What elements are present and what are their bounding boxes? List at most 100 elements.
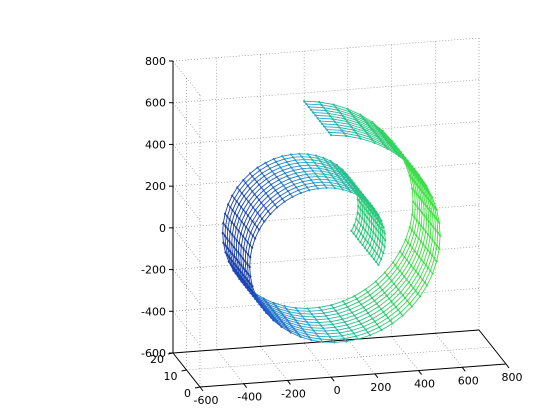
mesh-row-segment [351,126,366,132]
mesh-node [242,194,246,198]
z-tick-label-6: 600 [145,97,166,110]
mesh-node [422,261,425,264]
mesh-row-segment [326,169,336,173]
mesh-node [364,288,367,291]
mesh-row-segment [381,280,393,291]
mesh-node [240,271,243,274]
mesh-node [361,226,365,229]
mesh-row-segment [358,195,361,203]
mesh-node [381,229,384,232]
mesh-row-segment [420,189,424,204]
mesh-row-segment [414,203,416,218]
mesh-node [374,280,377,283]
mesh-row-segment [293,181,304,185]
x-tick-mark-5 [418,370,422,375]
mesh-node [380,308,383,311]
mesh-node [380,219,383,222]
x-tick-mark-4 [374,373,379,379]
mesh-node [299,335,302,339]
mesh-row-segment [275,185,284,191]
mesh-row-segment [356,119,370,127]
mesh-node [276,192,279,195]
mesh-node [300,155,303,158]
mesh-node [357,337,360,341]
mesh-row-segment [404,163,411,177]
mesh-row-segment [334,187,344,191]
mesh-row-segment [272,315,283,322]
mesh-row-segment [418,209,421,224]
mesh-row-segment [249,235,254,246]
mesh-row-segment [258,192,267,201]
mesh-node [429,269,432,272]
mesh-row-segment [261,210,269,220]
mesh-row-segment [409,175,413,190]
mesh-row-segment [316,165,326,168]
mesh-row-segment [411,201,414,215]
mesh-row-segment [324,329,338,332]
mesh-node [370,228,373,231]
mesh-node [305,321,309,324]
mesh-node [277,163,280,166]
mesh-row-segment [424,270,431,284]
mesh-row-segment [382,142,396,151]
mesh-node [245,286,249,289]
mesh-node [382,310,385,314]
mesh-node [350,179,353,182]
mesh-row-segment [425,188,431,202]
mesh-node [228,218,231,221]
mesh-node [403,255,406,259]
mesh-row-segment [245,217,251,228]
mesh-node [314,172,317,175]
mesh-row-segment [291,325,303,330]
mesh-node [292,156,295,159]
mesh-row-segment [290,153,300,155]
mesh-node [341,318,344,321]
mesh-node [251,234,254,237]
mesh-row-segment [429,257,435,272]
mesh-row-segment [369,329,382,336]
mesh-node [264,161,267,164]
mesh-node [419,188,423,192]
mesh-node [242,208,245,211]
mesh-node [371,296,374,300]
mesh-row-segment [294,159,305,161]
mesh-row-segment [380,223,384,232]
mesh-node [335,179,338,183]
mesh-node [332,306,335,310]
mesh-node [235,226,238,229]
mesh-node [310,326,313,329]
mesh-node [272,157,275,161]
mesh-node [238,217,241,220]
mesh-node [426,233,430,236]
mesh-row-segment [276,172,286,178]
mesh-node [307,176,311,179]
mesh-row-segment [339,312,353,317]
mesh-row-segment [335,306,349,312]
mesh-row-segment [331,338,345,341]
mesh-row-segment [356,312,369,319]
mesh-node [283,200,286,203]
mesh-node [381,288,384,292]
mesh-node [329,181,332,184]
mesh-row-segment [362,321,376,328]
mesh-node [333,341,336,344]
mesh-node [375,217,378,220]
mesh-row-segment [341,180,349,185]
mesh-row-segment [418,196,421,211]
mesh-node [237,203,241,206]
mesh-node [380,258,383,261]
mesh-node [417,237,420,240]
mesh-node [386,316,390,319]
mesh-node [356,198,359,201]
mesh-node [396,266,399,270]
mesh-row-segment [418,225,422,240]
mesh-row-segment [371,128,384,137]
mesh-node [365,222,368,226]
mesh-row-segment [413,174,420,188]
mesh-node [370,222,373,225]
mesh-row-segment [277,308,290,313]
mesh-node [264,305,267,309]
mesh-node [438,234,442,237]
mesh-node [287,163,291,166]
mesh-node [408,226,411,229]
